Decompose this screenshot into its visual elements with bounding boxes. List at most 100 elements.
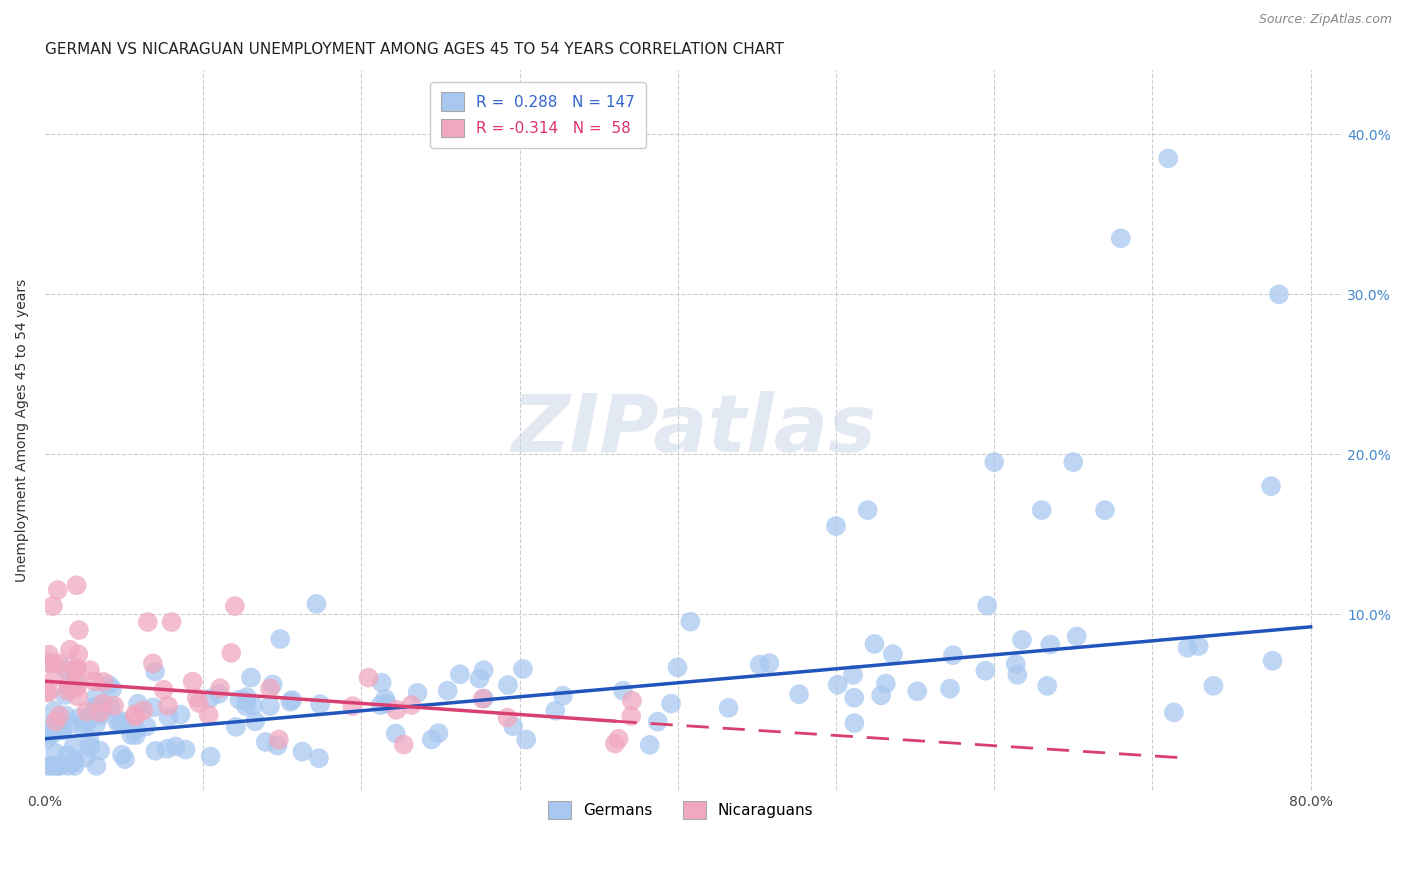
Point [1177, 640, 1199, 655]
Point [63, 759, 86, 773]
Point [449, 667, 471, 681]
Point [1011, 632, 1033, 647]
Point [370, 698, 392, 713]
Point [93, 674, 115, 689]
Point [75, 750, 97, 764]
Point [1260, 479, 1282, 493]
Point [305, 597, 328, 611]
Point [107, 715, 129, 730]
Point [787, 687, 810, 701]
Point [976, 599, 998, 613]
Point [385, 703, 408, 717]
Point [35, 718, 58, 732]
Point [125, 728, 148, 742]
Point [124, 709, 146, 723]
Point [63, 671, 86, 685]
Point [269, 632, 291, 646]
Point [76, 705, 98, 719]
Point [471, 691, 494, 706]
Point [259, 681, 281, 696]
Point [186, 690, 208, 705]
Point [91, 701, 114, 715]
Point [607, 731, 630, 746]
Point [1004, 657, 1026, 671]
Point [468, 672, 491, 686]
Point [38, 648, 60, 662]
Point [45, 714, 67, 729]
Point [73, 715, 96, 730]
Point [79, 733, 101, 747]
Point [84, 716, 107, 731]
Point [1062, 455, 1084, 469]
Point [551, 689, 574, 703]
Point [124, 707, 146, 722]
Point [1261, 654, 1284, 668]
Point [165, 739, 187, 754]
Point [77, 714, 100, 728]
Point [79, 663, 101, 677]
Point [825, 519, 848, 533]
Point [72, 722, 94, 736]
Point [120, 728, 142, 742]
Legend: Germans, Nicaraguans: Germans, Nicaraguans [541, 795, 820, 825]
Point [56, 684, 79, 698]
Point [90, 707, 112, 722]
Point [620, 709, 643, 723]
Point [882, 647, 904, 661]
Point [1094, 503, 1116, 517]
Point [103, 698, 125, 713]
Text: ZIPatlas: ZIPatlas [512, 392, 876, 469]
Point [45, 759, 67, 773]
Point [1066, 629, 1088, 643]
Point [375, 697, 398, 711]
Point [266, 739, 288, 753]
Point [86, 759, 108, 773]
Point [309, 697, 332, 711]
Point [844, 716, 866, 731]
Point [67, 623, 90, 637]
Point [427, 726, 450, 740]
Point [46, 582, 69, 597]
Y-axis label: Unemployment Among Ages 45 to 54 years: Unemployment Among Ages 45 to 54 years [15, 278, 30, 582]
Point [66, 678, 89, 692]
Point [41, 759, 63, 773]
Point [55, 662, 77, 676]
Point [242, 698, 264, 713]
Point [342, 699, 364, 714]
Point [502, 719, 524, 733]
Point [35, 685, 58, 699]
Point [79, 739, 101, 754]
Point [44, 746, 66, 760]
Point [127, 697, 149, 711]
Point [97, 678, 120, 692]
Point [515, 732, 537, 747]
Point [65, 663, 87, 677]
Point [62, 663, 84, 677]
Point [374, 691, 396, 706]
Point [603, 737, 626, 751]
Point [38, 685, 60, 699]
Point [1007, 667, 1029, 681]
Point [219, 646, 242, 660]
Point [827, 678, 849, 692]
Point [717, 701, 740, 715]
Point [156, 741, 179, 756]
Point [83, 674, 105, 689]
Point [228, 692, 250, 706]
Point [38, 656, 60, 670]
Point [135, 719, 157, 733]
Point [181, 674, 204, 689]
Point [84, 700, 107, 714]
Point [136, 615, 159, 629]
Point [160, 615, 183, 629]
Point [472, 691, 495, 706]
Point [89, 743, 111, 757]
Point [666, 660, 689, 674]
Point [100, 699, 122, 714]
Point [157, 698, 180, 713]
Point [53, 688, 76, 702]
Point [174, 742, 197, 756]
Text: Source: ZipAtlas.com: Source: ZipAtlas.com [1258, 13, 1392, 27]
Point [262, 677, 284, 691]
Point [371, 675, 394, 690]
